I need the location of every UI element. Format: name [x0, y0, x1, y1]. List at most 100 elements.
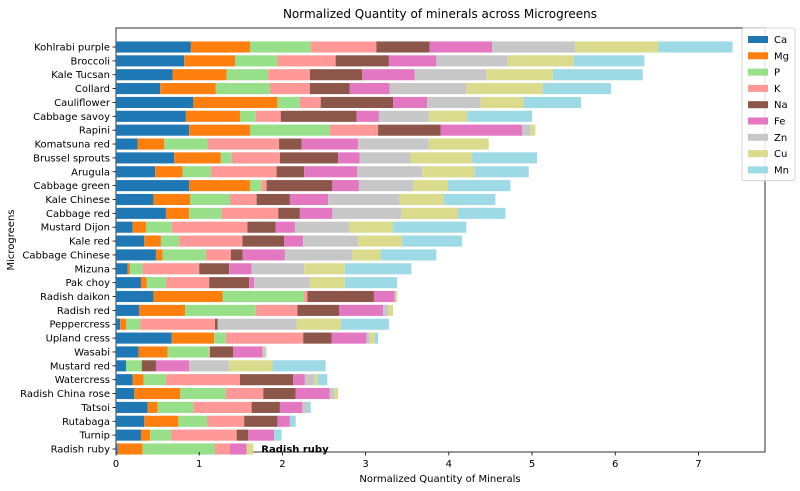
bar-segment-mg — [155, 249, 163, 261]
bar-segment-na — [276, 166, 305, 178]
y-tick-label: Tatsoi — [80, 403, 110, 414]
x-tick-label: 5 — [529, 459, 535, 470]
bar-segment-cu — [265, 346, 267, 358]
y-tick-label: Mustard red — [50, 361, 110, 372]
legend-label-na: Na — [774, 100, 788, 111]
bar-segment-na — [279, 138, 302, 150]
bar-segment-zn — [366, 332, 370, 344]
bar-segment-mg — [140, 277, 147, 289]
bar-segment-ca — [116, 318, 121, 330]
bar-segment-cu — [229, 360, 273, 372]
bar-segment-k — [304, 290, 308, 303]
bar-segment-mn — [340, 318, 389, 330]
y-tick-label: Wasabi — [74, 347, 110, 358]
bar-segment-ca — [116, 304, 140, 316]
bar-segment-k — [171, 221, 248, 233]
bar-segment-k — [205, 249, 231, 261]
bar-segment-na — [239, 374, 294, 386]
bar-segment-zn — [359, 152, 411, 164]
x-axis-title: Normalized Quantity of Minerals — [359, 474, 520, 485]
bar-segment-mn — [374, 332, 379, 344]
bar-segment-fe — [289, 193, 329, 206]
bar-segment-p — [220, 152, 232, 164]
bar-segment-zn — [357, 166, 423, 178]
bar-segment-mg — [160, 83, 216, 95]
bar-segment-k — [221, 207, 279, 219]
bar-segment-ca — [116, 290, 154, 303]
y-tick-label: Turnip — [79, 431, 110, 442]
bar-segment-cu — [246, 443, 254, 455]
bar-segment-p — [234, 55, 278, 67]
bar-segment-cu — [486, 69, 553, 81]
y-tick-label: Radish daikon — [40, 292, 110, 303]
bar-segment-mg — [165, 207, 190, 219]
y-tick-label: Cauliflower — [54, 98, 111, 109]
legend-swatch-p — [748, 68, 768, 76]
bar-segment-mn — [402, 235, 463, 247]
bar-segment-fe — [429, 41, 493, 53]
bar-segment-na — [199, 263, 230, 275]
bar-segment-zn — [358, 138, 429, 150]
y-tick-label: Kale red — [69, 237, 110, 248]
bar-segment-fe — [229, 443, 247, 455]
bar-segment-ca — [116, 374, 133, 386]
bar-segment-fe — [155, 360, 190, 372]
y-tick-label: Arugula — [71, 167, 110, 178]
y-tick-label: Kale Chinese — [45, 195, 110, 206]
bar-segment-na — [378, 124, 441, 136]
bar-segment-p — [185, 304, 256, 316]
bar-segment-mg — [132, 221, 146, 233]
bar-segment-p — [215, 83, 270, 95]
bar-segment-ca — [116, 166, 156, 178]
bar-segment-fe — [362, 69, 415, 81]
bar-segment-cu — [428, 110, 468, 122]
bar-segment-k — [179, 235, 243, 247]
bar-segment-mg — [127, 263, 131, 275]
y-tick-label: Rutabaga — [62, 417, 110, 428]
bar-segment-mg — [117, 443, 143, 455]
bar-segment-mg — [144, 235, 161, 247]
legend-label-fe: Fe — [774, 117, 785, 128]
bar-segment-ca — [116, 180, 190, 192]
bar-segment-k — [193, 401, 252, 413]
bar-segment-ca — [116, 41, 191, 53]
bar-segment-cu — [369, 332, 375, 344]
bar-segment-na — [376, 41, 430, 53]
bar-segment-p — [145, 221, 172, 233]
bar-segment-zn — [217, 318, 297, 330]
bar-segment-mg — [193, 96, 278, 108]
bar-segment-k — [140, 318, 216, 330]
bar-segment-na — [279, 152, 339, 164]
bar-segment-p — [130, 263, 143, 275]
bar-segment-cu — [314, 374, 318, 386]
y-tick-label: Cabbage green — [34, 181, 111, 192]
bar-segment-mn — [542, 83, 612, 95]
bar-segment-zn — [329, 388, 335, 400]
bar-segment-ca — [116, 83, 161, 95]
bar-segment-k — [207, 138, 280, 150]
bar-segment-na — [141, 360, 156, 372]
bar-segment-mg — [189, 180, 250, 192]
bar-segment-p — [222, 290, 305, 303]
bar-segment-fe — [331, 332, 367, 344]
legend-swatch-k — [748, 84, 768, 92]
bar-segment-cu — [358, 235, 403, 247]
bar-segment-zn — [492, 41, 576, 53]
bar-segment-zn — [328, 193, 400, 206]
bar-annotation: Radish ruby — [261, 445, 329, 456]
bar-segment-ca — [116, 346, 139, 358]
bar-segment-mg — [172, 69, 227, 81]
bar-segment-mg — [138, 346, 168, 358]
bar-segment-p — [178, 415, 208, 427]
bar-segment-mg — [153, 193, 191, 206]
bar-segment-cu — [507, 55, 574, 67]
chart-title: Normalized Quantity of minerals across M… — [283, 7, 597, 21]
legend-swatch-fe — [748, 117, 768, 125]
bar-segment-ca — [116, 96, 194, 108]
bar-segment-zn — [262, 346, 266, 358]
bar-segment-cu — [466, 83, 543, 95]
bar-segment-mn — [393, 221, 467, 233]
bar-segment-zn — [254, 277, 310, 289]
bar-segment-k — [268, 69, 310, 81]
